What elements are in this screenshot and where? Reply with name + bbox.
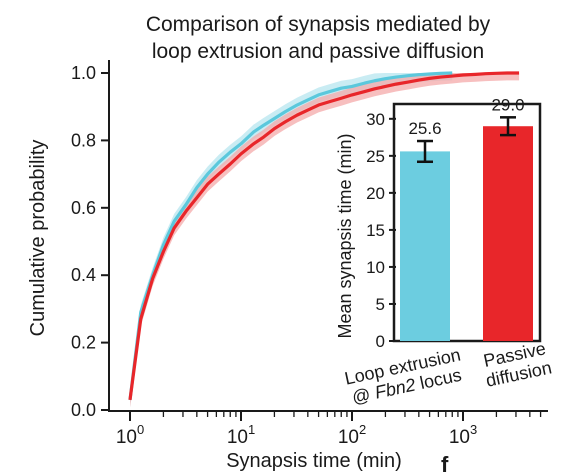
cdf-line-passive	[128, 71, 520, 401]
inset-y-tick-label: 5	[376, 295, 385, 314]
main-y-tick-label: 0.6	[71, 198, 96, 218]
inset-y-ticks: 0 5 10 15 20 25 30	[366, 110, 396, 351]
inset-bars: 25.6 29.0	[400, 95, 533, 341]
inset-y-tick-label: 25	[366, 147, 385, 166]
main-y-tick-label: 0.8	[71, 130, 96, 150]
inset-y-axis-label: Mean synapsis time (min)	[335, 133, 355, 338]
cdf-lines	[128, 71, 520, 401]
cdf-line-loop	[128, 71, 453, 401]
inset-value-label: 25.6	[408, 119, 441, 138]
main-y-ticks: 0.0 0.2 0.4 0.6 0.8 1.0	[71, 63, 109, 420]
inset-category-labels-2: Passive diffusion	[482, 338, 554, 391]
main-x-ticks: 100 101 102 103	[116, 411, 542, 448]
inset-y-tick-label: 0	[376, 332, 385, 351]
main-x-tick-label: 100	[116, 422, 144, 448]
inset-bar-loop-extrusion	[400, 151, 450, 341]
main-y-tick-label: 1.0	[71, 63, 96, 83]
inset-category-labels: Loop extrusion @ Fbn2 locus	[343, 345, 464, 408]
inset-value-label: 29.0	[491, 95, 524, 114]
main-plot-area	[128, 71, 520, 408]
main-y-axis-label: Cumulative probability	[27, 140, 49, 337]
chart-title-line-1: Comparison of synapsis mediated by	[146, 13, 491, 36]
panel-letter: f	[441, 452, 449, 473]
inset-bar-chart: 0 5 10 15 20 25 30 25.6 29.0 Mean synapsis time…	[335, 95, 554, 408]
main-y-tick-label: 0.2	[71, 333, 96, 353]
main-x-tick-label: 102	[338, 422, 366, 448]
main-y-tick-label: 0.0	[71, 400, 96, 420]
inset-y-tick-label: 10	[366, 258, 385, 277]
main-x-tick-label: 103	[449, 422, 477, 448]
inset-y-tick-label: 30	[366, 110, 385, 129]
inset-y-tick-label: 15	[366, 221, 385, 240]
main-x-tick-label: 101	[227, 422, 255, 448]
inset-y-tick-label: 20	[366, 184, 385, 203]
chart-title-line-2: loop extrusion and passive diffusion	[152, 40, 484, 63]
main-x-axis-label: Synapsis time (min)	[226, 450, 402, 472]
main-y-tick-label: 0.4	[71, 265, 96, 285]
inset-bar-passive-diffusion	[483, 126, 533, 341]
